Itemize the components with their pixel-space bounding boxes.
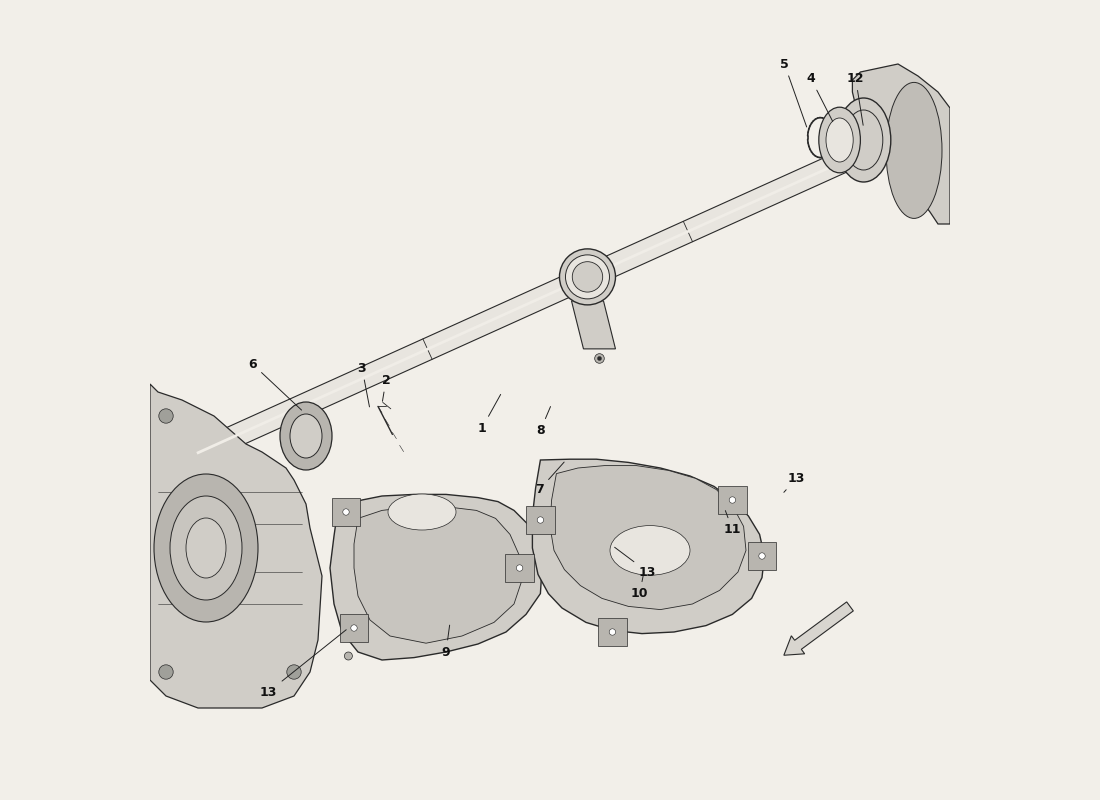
- Polygon shape: [748, 542, 777, 570]
- Text: 13: 13: [615, 547, 657, 578]
- Ellipse shape: [560, 249, 616, 305]
- Polygon shape: [331, 498, 361, 526]
- Text: 9: 9: [442, 625, 450, 658]
- Ellipse shape: [351, 625, 358, 631]
- Text: 5: 5: [780, 58, 806, 127]
- Ellipse shape: [344, 652, 352, 660]
- Polygon shape: [505, 554, 534, 582]
- Polygon shape: [354, 507, 522, 643]
- Polygon shape: [150, 384, 322, 708]
- Polygon shape: [852, 64, 950, 224]
- Polygon shape: [196, 130, 912, 454]
- Polygon shape: [177, 114, 931, 470]
- Polygon shape: [532, 459, 764, 634]
- Ellipse shape: [170, 496, 242, 600]
- Ellipse shape: [537, 517, 543, 523]
- Ellipse shape: [729, 497, 736, 503]
- Ellipse shape: [154, 474, 258, 622]
- Ellipse shape: [158, 665, 173, 679]
- Ellipse shape: [597, 357, 602, 361]
- Polygon shape: [572, 301, 616, 349]
- FancyArrow shape: [784, 602, 854, 655]
- Polygon shape: [550, 466, 746, 610]
- Text: 8: 8: [536, 406, 550, 437]
- Text: 7: 7: [536, 462, 564, 496]
- Ellipse shape: [287, 665, 301, 679]
- Text: 13: 13: [784, 472, 805, 492]
- Ellipse shape: [572, 262, 603, 292]
- Text: 3: 3: [358, 362, 370, 407]
- Ellipse shape: [280, 402, 332, 470]
- Ellipse shape: [186, 518, 225, 578]
- Ellipse shape: [158, 409, 173, 423]
- Ellipse shape: [609, 629, 616, 635]
- Text: 1: 1: [477, 394, 500, 434]
- Ellipse shape: [610, 526, 690, 575]
- Polygon shape: [330, 494, 542, 660]
- Polygon shape: [340, 614, 368, 642]
- Text: 4: 4: [806, 72, 833, 122]
- Ellipse shape: [516, 565, 522, 571]
- Polygon shape: [718, 486, 747, 514]
- Ellipse shape: [287, 409, 301, 423]
- Ellipse shape: [845, 110, 883, 170]
- Text: 2: 2: [382, 374, 390, 402]
- Ellipse shape: [388, 494, 456, 530]
- Ellipse shape: [290, 414, 322, 458]
- Ellipse shape: [343, 509, 349, 515]
- Ellipse shape: [759, 553, 766, 559]
- Ellipse shape: [826, 118, 854, 162]
- Polygon shape: [598, 618, 627, 646]
- Ellipse shape: [818, 107, 860, 173]
- Text: 6: 6: [249, 358, 301, 410]
- Ellipse shape: [886, 82, 942, 218]
- Ellipse shape: [836, 98, 891, 182]
- Ellipse shape: [565, 255, 609, 299]
- Text: 13: 13: [260, 630, 346, 698]
- Text: 10: 10: [630, 572, 648, 600]
- Text: 12: 12: [847, 72, 865, 126]
- Ellipse shape: [595, 354, 604, 363]
- Polygon shape: [526, 506, 554, 534]
- Text: 11: 11: [724, 510, 741, 536]
